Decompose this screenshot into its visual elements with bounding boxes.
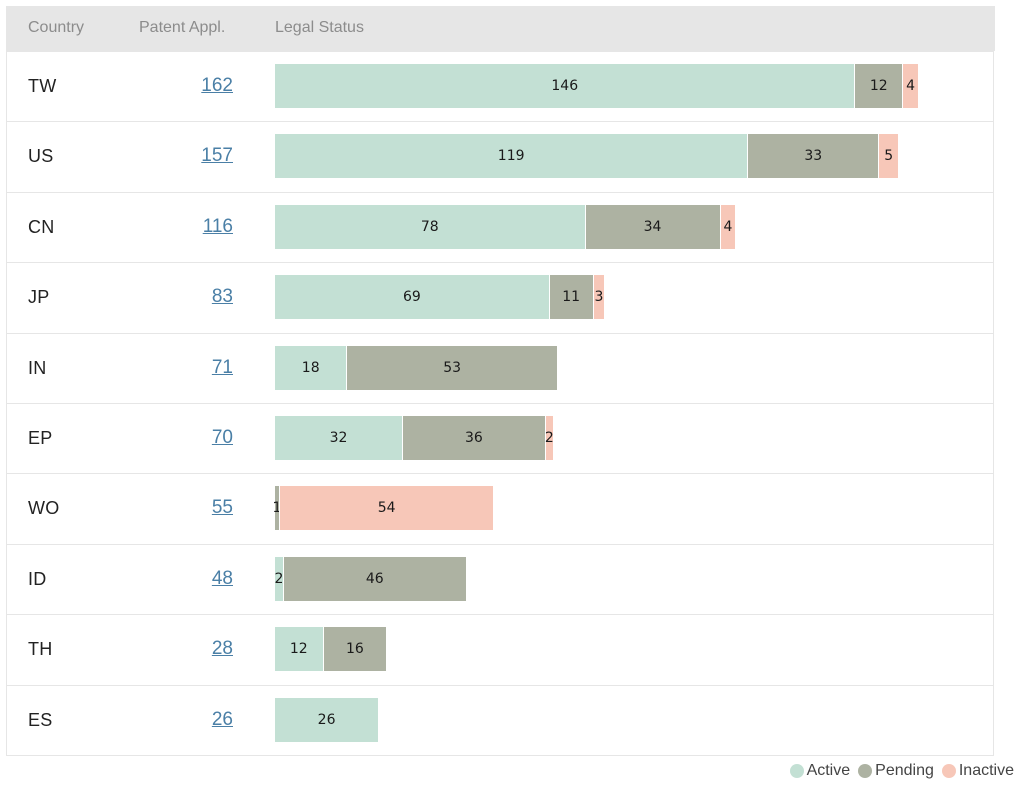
segment-value-label: 2 [544, 430, 554, 446]
bar-segment-inactive[interactable]: 3 [592, 275, 605, 320]
bar-segment-active[interactable]: 18 [275, 345, 347, 390]
segment-value-label: 4 [723, 218, 733, 235]
legend-dot-inactive [941, 764, 956, 778]
country-code: WO [28, 498, 60, 519]
segment-value-label: 26 [317, 711, 336, 728]
table-row: US 157 119 33 5 [7, 121, 993, 191]
legend-dot-pending [858, 764, 873, 778]
legend-label-pending: Pending [875, 762, 934, 779]
patent-count-link[interactable]: 83 [211, 286, 233, 308]
table-row: CN 116 78 34 4 [7, 191, 993, 262]
patent-count-link[interactable]: 70 [211, 427, 233, 448]
country-code: ES [28, 709, 53, 730]
bar-segment-active[interactable]: 32 [275, 416, 402, 460]
segment-value-label: 53 [443, 359, 462, 376]
country-code: IN [28, 357, 47, 378]
bar-segment-active[interactable]: 12 [275, 627, 323, 672]
segment-value-label: 54 [377, 500, 396, 517]
bar-segment-inactive[interactable]: 2 [544, 416, 554, 460]
bar-segment-active[interactable]: 119 [275, 134, 748, 179]
patent-count-link[interactable]: 116 [202, 215, 233, 237]
segment-value-label: 32 [329, 430, 348, 446]
patent-count-link[interactable]: 48 [211, 567, 233, 589]
segment-value-label: 146 [551, 78, 579, 94]
table-row: IN 71 18 53 [7, 332, 993, 403]
segment-value-label: 11 [562, 289, 581, 306]
table-row: TW 162 146 12 4 [7, 51, 993, 121]
segment-value-label: 1 [272, 500, 282, 517]
patent-count-link[interactable]: 157 [201, 145, 233, 167]
bar-segment-active[interactable]: 146 [275, 64, 855, 108]
table-row: EP 70 32 36 2 [7, 403, 993, 473]
legend-label-active: Active [806, 762, 851, 779]
bar-segment-inactive[interactable]: 54 [278, 486, 494, 531]
bar-segment-pending[interactable]: 46 [282, 556, 466, 601]
bar-segment-pending[interactable]: 33 [747, 134, 879, 179]
segment-value-label: 78 [420, 218, 439, 235]
segment-value-label: 119 [497, 148, 525, 165]
table-row: WO 55 1 54 [7, 473, 993, 543]
country-code: TH [28, 639, 53, 660]
segment-value-label: 5 [884, 148, 894, 165]
bar-segment-inactive[interactable]: 5 [878, 134, 899, 179]
bar-segment-pending[interactable]: 53 [346, 345, 557, 390]
segment-value-label: 46 [365, 570, 384, 587]
segment-value-label: 3 [594, 289, 604, 306]
bar-segment-inactive[interactable]: 4 [719, 204, 736, 249]
header-patent-appl: Patent Appl. [139, 19, 226, 36]
country-code: TW [28, 76, 57, 96]
legend-item-pending[interactable]: Pending [858, 762, 934, 780]
segment-value-label: 2 [274, 570, 284, 587]
table-row: JP 83 69 11 3 [7, 262, 993, 332]
bar-segment-pending[interactable]: 12 [854, 64, 903, 108]
country-code: US [28, 146, 54, 167]
bar-segment-pending[interactable]: 34 [584, 204, 720, 249]
bar-segment-active[interactable]: 69 [275, 275, 549, 320]
segment-value-label: 18 [301, 359, 320, 376]
segment-value-label: 12 [289, 641, 308, 658]
patent-table: Country Patent Appl. Legal Status TW 162 1… [6, 6, 995, 756]
patent-count-link[interactable]: 55 [211, 497, 233, 519]
country-code: EP [28, 428, 53, 448]
table-row: ES 26 26 [7, 684, 993, 755]
header-country: Country [28, 19, 85, 36]
bar-segment-pending[interactable]: 1 [272, 486, 282, 531]
segment-value-label: 36 [465, 430, 483, 446]
bar-segment-active[interactable]: 26 [275, 697, 379, 742]
patent-count-link[interactable]: 26 [211, 708, 233, 730]
bar-segment-pending[interactable]: 16 [322, 627, 387, 672]
patent-count-link[interactable]: 162 [201, 75, 233, 96]
table-row: TH 28 12 16 [7, 614, 993, 684]
country-code: ID [28, 568, 47, 589]
segment-value-label: 34 [643, 218, 662, 235]
segment-value-label: 12 [869, 78, 888, 94]
patent-count-link[interactable]: 71 [211, 356, 233, 378]
bar-segment-active[interactable]: 2 [274, 556, 284, 601]
bar-segment-pending[interactable]: 11 [548, 275, 593, 320]
bar-segment-inactive[interactable]: 4 [902, 64, 918, 108]
country-code: CN [28, 216, 55, 237]
patent-count-link[interactable]: 28 [211, 638, 233, 660]
country-code: JP [28, 287, 50, 308]
segment-value-label: 69 [403, 289, 421, 306]
segment-value-label: 4 [906, 78, 915, 94]
legend-item-active[interactable]: Active [789, 762, 851, 780]
bar-segment-active[interactable]: 78 [275, 204, 585, 249]
legend-dot-active [789, 764, 804, 778]
segment-value-label: 33 [804, 148, 823, 165]
legend-label-inactive: Inactive [958, 762, 1014, 779]
table-row: ID 48 2 46 [7, 543, 993, 614]
header-legal-status: Legal Status [275, 19, 364, 36]
legend-item-inactive[interactable]: Inactive [941, 762, 1014, 780]
segment-value-label: 16 [345, 641, 364, 658]
table-header: Country Patent Appl. Legal Status [7, 6, 995, 51]
chart-legend: Active Pending Inactive [782, 761, 1014, 781]
bar-segment-pending[interactable]: 36 [402, 416, 545, 460]
